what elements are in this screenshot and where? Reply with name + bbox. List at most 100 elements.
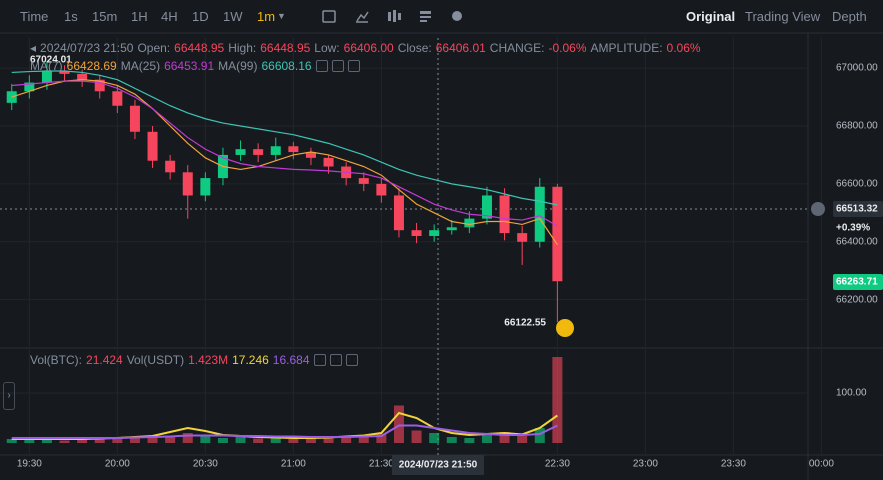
toolbar: Time 1s 15m 1H 4H 1D 1W 1m ▼ Original Tr… [0, 0, 883, 32]
y-tick-label: 67000.00 [836, 63, 878, 74]
legend-icon[interactable] [347, 60, 360, 72]
volume-ma-line [11, 424, 558, 439]
volume-ma-line [11, 411, 558, 440]
interval[interactable]: 4H [161, 9, 178, 24]
ma-line [11, 79, 558, 246]
candle-body [446, 227, 457, 231]
volume-bar [517, 436, 528, 443]
toolbar-icons[interactable] [322, 10, 462, 23]
volume-bar [112, 438, 123, 443]
volume-bar [94, 439, 105, 443]
x-tick-label: 20:30 [193, 459, 218, 470]
view-tab[interactable]: Trading View [745, 9, 821, 24]
volume-bar [165, 435, 176, 443]
candle-body [411, 230, 422, 236]
volume-bar [323, 438, 334, 443]
x-tick-label: 21:00 [281, 459, 306, 470]
volume-bar [129, 438, 140, 443]
candle-body [147, 131, 158, 161]
volume-bar [446, 437, 457, 443]
interval[interactable]: 1D [192, 9, 209, 24]
candle-body [358, 178, 369, 184]
legend-icon[interactable] [315, 60, 328, 72]
candle-body [129, 105, 140, 132]
legend-value: -0.06% [548, 41, 587, 55]
y-tick-label: 66800.00 [836, 121, 878, 132]
legend-icon[interactable] [331, 60, 344, 72]
volume-bar [182, 433, 193, 443]
x-tick-label: 21:30 [369, 459, 394, 470]
ma-value: 66608.16 [261, 59, 312, 73]
x-tick-label: 00:00 [809, 459, 834, 470]
interval[interactable]: 1W [223, 9, 243, 24]
legend-icon[interactable] [329, 354, 342, 366]
hover-time: 2024/07/23 21:50 [40, 41, 134, 55]
legend-value: 66406.01 [435, 41, 486, 55]
candle-body [288, 146, 299, 153]
candle-body [270, 146, 281, 155]
candle-body [94, 79, 105, 92]
side-toggle[interactable]: › [3, 382, 15, 410]
candle-body [77, 73, 88, 80]
legend-label: High: [228, 41, 257, 55]
legend-icon[interactable] [313, 354, 326, 366]
interval[interactable]: 1s [64, 9, 78, 24]
candle-body [41, 70, 52, 83]
y-tick-label: 66400.00 [836, 236, 878, 247]
candle-body [323, 157, 334, 167]
candle-body [253, 149, 264, 155]
price-tag: 67024.01 [30, 55, 72, 66]
volume-bar [552, 357, 563, 443]
legend-value: 21.424 [86, 353, 123, 367]
add-alert[interactable] [811, 202, 825, 216]
candle-body [499, 195, 510, 234]
candle-body [112, 91, 123, 106]
collapse[interactable]: ◂ [30, 41, 37, 55]
volume-bar [253, 438, 264, 443]
interval[interactable]: 1H [131, 9, 148, 24]
volume-ma-value: 16.684 [272, 353, 310, 367]
candle-body [393, 195, 404, 231]
view-tab[interactable]: Depth [832, 9, 867, 24]
ma-name: MA(25) [120, 59, 161, 73]
volume-bar [376, 434, 387, 443]
x-tick-label: 22:30 [545, 459, 570, 470]
ma-value: 66453.91 [164, 59, 215, 73]
legend-label: Low: [314, 41, 340, 55]
interval[interactable]: 15m [92, 9, 118, 24]
candle-body [481, 195, 492, 219]
candle-body [6, 91, 17, 103]
ma-name: MA(99) [218, 59, 258, 73]
legend-icon[interactable] [345, 354, 358, 366]
volume-bar [217, 438, 228, 443]
volume-bar [464, 438, 475, 443]
interval[interactable]: Time [20, 9, 49, 24]
price-tag-bg [833, 201, 883, 217]
ma-name: MA(7) [30, 59, 63, 73]
interval-active[interactable]: 1m [257, 9, 276, 24]
price-tag: 66263.71 [836, 277, 878, 288]
candle-body [200, 178, 211, 196]
legend-value: 66448.95 [174, 41, 225, 55]
ma-line [11, 80, 558, 227]
price-tag: 66513.32 [836, 204, 878, 215]
dropdown-arrow[interactable]: ▼ [277, 11, 286, 21]
order-icon[interactable] [556, 319, 574, 337]
volume-bar [534, 428, 545, 443]
view-tab-active[interactable]: Original [686, 9, 736, 24]
legend-label: CHANGE: [489, 41, 545, 55]
time-tag-bg [392, 455, 484, 475]
x-tick-label: 19:30 [17, 459, 42, 470]
volume-bar [393, 405, 404, 443]
candle-body [552, 186, 563, 282]
price-tag-bg [833, 274, 883, 290]
legend-label: AMPLITUDE: [590, 41, 663, 55]
volume-bar [77, 440, 88, 443]
candle-body [429, 230, 440, 236]
candle-body [235, 149, 246, 155]
price-tag: 2024/07/23 21:50 [399, 460, 478, 471]
price-tag: 66122.55 [504, 318, 546, 329]
legend-value: 66448.95 [260, 41, 311, 55]
legend-value: 66406.00 [343, 41, 394, 55]
